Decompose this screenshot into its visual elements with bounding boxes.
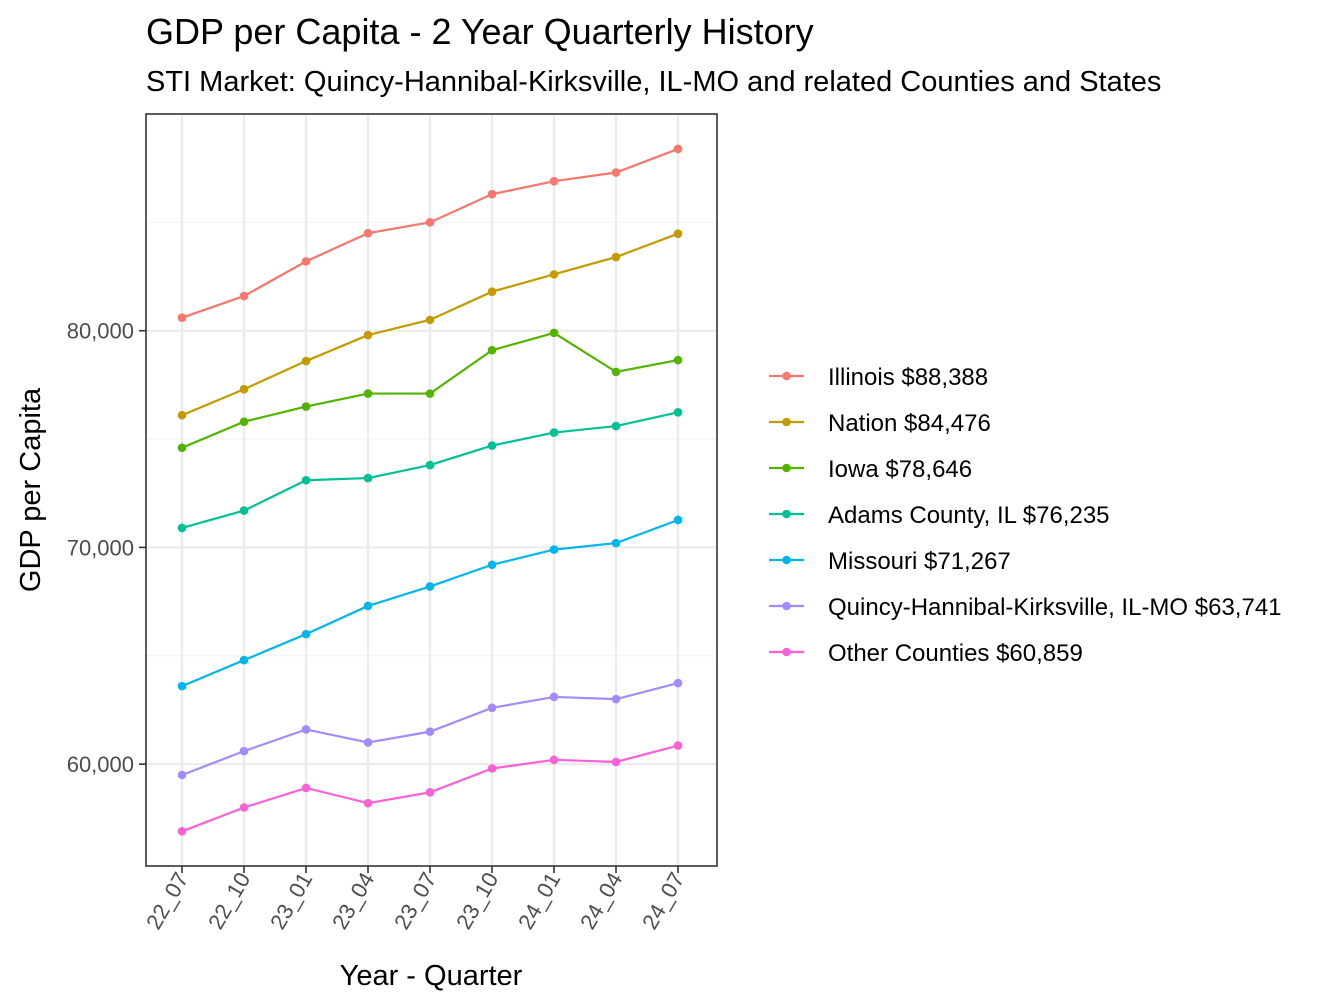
data-point: [363, 738, 373, 747]
data-point: [177, 523, 187, 533]
data-point: [239, 655, 249, 665]
data-point: [363, 473, 373, 483]
data-point: [611, 538, 621, 548]
data-point: [425, 460, 435, 470]
data-point: [549, 545, 559, 554]
data-point: [301, 257, 311, 266]
chart-subtitle: STI Market: Quincy-Hannibal-Kirksville, …: [146, 66, 1161, 98]
legend-label: Missouri $71,267: [828, 548, 1011, 575]
data-point: [611, 757, 621, 767]
data-point: [549, 755, 559, 765]
data-point: [239, 417, 249, 427]
data-point: [363, 601, 373, 611]
data-point: [239, 384, 249, 394]
legend-key-point: [782, 555, 791, 565]
data-point: [301, 475, 311, 485]
legend-label: Other Counties $60,859: [828, 640, 1083, 667]
data-point: [301, 629, 311, 639]
data-point: [363, 389, 373, 398]
legend-key-point: [782, 647, 791, 657]
legend-key-point: [782, 509, 791, 519]
data-point: [425, 315, 435, 325]
data-point: [177, 410, 187, 420]
data-point: [239, 803, 249, 812]
data-point: [487, 287, 497, 297]
data-point: [487, 764, 497, 773]
data-point: [177, 313, 187, 323]
data-point: [363, 330, 373, 340]
data-point: [673, 229, 683, 239]
data-point: [177, 770, 187, 780]
data-point: [425, 389, 435, 398]
data-point: [549, 428, 559, 437]
data-point: [611, 168, 621, 177]
data-point: [673, 408, 683, 417]
data-point: [301, 402, 311, 411]
data-point: [425, 727, 435, 736]
data-point: [239, 291, 249, 301]
y-axis-title: GDP per Capita: [15, 387, 47, 592]
x-tick-label: 24_01: [513, 868, 565, 933]
legend-key-point: [782, 417, 791, 427]
data-point: [487, 441, 497, 450]
legend: Illinois $88,388 Nation $84,476 Iowa $78,6…: [769, 364, 1282, 667]
data-point: [673, 515, 683, 525]
data-point: [487, 189, 497, 199]
chart-title: GDP per Capita - 2 Year Quarterly Histor…: [146, 11, 814, 52]
data-point: [487, 345, 497, 355]
data-point: [177, 827, 187, 836]
data-point: [611, 694, 621, 704]
legend-label: Adams County, IL $76,235: [828, 502, 1110, 529]
x-tick-label: 23_10: [451, 868, 503, 933]
x-tick-label: 22_07: [141, 868, 193, 933]
data-point: [363, 228, 373, 238]
data-point: [301, 725, 311, 734]
data-point: [673, 741, 683, 750]
data-point: [487, 560, 497, 570]
data-point: [673, 144, 683, 154]
legend-label: Iowa $78,646: [828, 456, 972, 483]
data-point: [673, 355, 683, 365]
plot-panel-border: [145, 113, 718, 867]
data-point: [301, 356, 311, 366]
legend-key-point: [782, 371, 791, 381]
x-tick-label: 23_04: [327, 868, 379, 933]
data-point: [177, 443, 187, 453]
data-point: [611, 421, 621, 431]
data-point: [549, 328, 559, 338]
legend-key-point: [782, 463, 791, 473]
data-point: [425, 582, 435, 591]
data-point: [239, 506, 249, 515]
legend-key-point: [782, 601, 791, 611]
grid-lines: [146, 114, 717, 866]
y-tick-label: 80,000: [67, 319, 134, 344]
data-point: [549, 692, 559, 702]
legend-label: Nation $84,476: [828, 410, 991, 437]
x-tick-label: 24_07: [637, 868, 689, 933]
data-series: [177, 144, 683, 836]
data-point: [177, 681, 187, 691]
legend-label: Quincy-Hannibal-Kirksville, IL-MO $63,74…: [828, 594, 1282, 621]
data-point: [239, 746, 249, 756]
data-point: [611, 252, 621, 262]
y-tick-label: 60,000: [67, 752, 134, 777]
legend-label: Illinois $88,388: [828, 364, 988, 391]
y-tick-label: 70,000: [67, 535, 134, 560]
data-point: [301, 783, 311, 793]
x-tick-label: 22_10: [203, 868, 255, 933]
data-point: [611, 367, 621, 377]
x-tick-label: 23_01: [265, 868, 317, 933]
data-point: [363, 798, 373, 808]
x-axis-title: Year - Quarter: [340, 960, 523, 992]
data-point: [425, 218, 435, 227]
x-tick-label: 24_04: [575, 868, 627, 933]
data-point: [425, 788, 435, 797]
x-tick-label: 23_07: [389, 868, 441, 933]
data-point: [673, 678, 683, 688]
data-point: [549, 176, 559, 186]
data-point: [549, 270, 559, 279]
data-point: [487, 703, 497, 713]
